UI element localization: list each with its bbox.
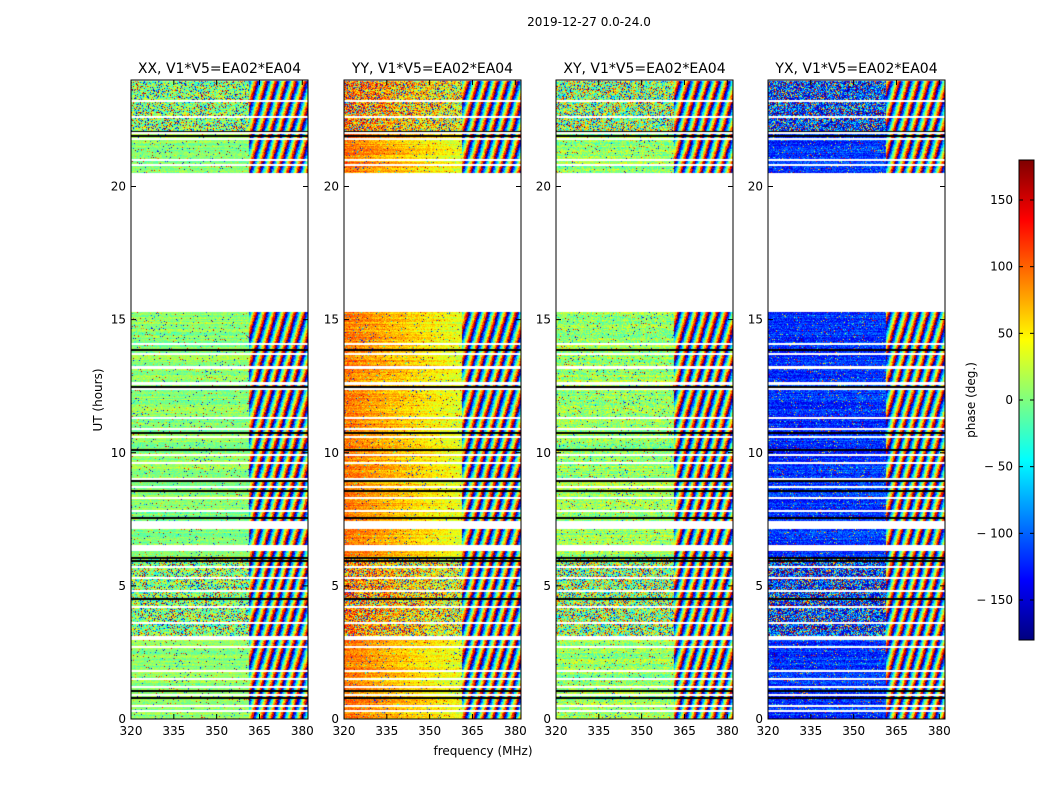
- panel-title: YY, V1*V5=EA02*EA04: [351, 61, 513, 77]
- x-tick-label: 350: [418, 724, 441, 738]
- figure-suptitle: 2019-12-27 0.0-24.0: [527, 15, 651, 29]
- x-tick-label: 350: [205, 724, 228, 738]
- x-tick-label: 380: [716, 724, 739, 738]
- y-tick-label: 5: [543, 579, 551, 593]
- panel-frame: [767, 79, 946, 720]
- panel-4: YX, V1*V5=EA02*EA04 320 335 350 365 380 0 5 10 15…: [748, 61, 951, 738]
- panel-title: XY, V1*V5=EA02*EA04: [563, 61, 725, 77]
- y-tick-label: 0: [543, 712, 551, 726]
- panel-heatmap: [556, 80, 733, 719]
- x-tick-label: 380: [291, 724, 314, 738]
- panel-frame: [555, 79, 734, 720]
- x-tick-label: 380: [928, 724, 951, 738]
- y-tick-label: 5: [755, 579, 763, 593]
- x-tick-label: 335: [162, 724, 185, 738]
- x-tick-label: 335: [375, 724, 398, 738]
- panel-heatmap: [131, 80, 308, 719]
- panel-3: XY, V1*V5=EA02*EA04 320 335 350 365 380 0 5 10 15…: [536, 61, 739, 738]
- y-tick-label: 15: [111, 313, 126, 327]
- colorbar-tick-label: 100: [990, 260, 1013, 274]
- colorbar-tick-label: 0: [1005, 393, 1013, 407]
- y-tick-label: 5: [118, 579, 126, 593]
- x-tick-label: 320: [120, 724, 143, 738]
- panel-frame: [343, 79, 522, 720]
- y-tick-label: 15: [536, 313, 551, 327]
- x-tick-label: 320: [333, 724, 356, 738]
- y-tick-label: 20: [324, 180, 339, 194]
- panel-title: YX, V1*V5=EA02*EA04: [774, 61, 937, 77]
- x-axis-label: frequency (MHz): [433, 744, 532, 758]
- x-tick-label: 320: [545, 724, 568, 738]
- colorbar-tick-label: 50: [998, 326, 1013, 340]
- y-tick-label: 15: [748, 313, 763, 327]
- colorbar-ticks: 150 100 50 0 − 50 − 100 − 150: [976, 193, 1034, 607]
- y-tick-label: 15: [324, 313, 339, 327]
- x-tick-label: 365: [248, 724, 271, 738]
- x-tick-label: 365: [673, 724, 696, 738]
- y-tick-label: 0: [755, 712, 763, 726]
- y-tick-label: 10: [748, 446, 763, 460]
- x-tick-label: 320: [757, 724, 780, 738]
- x-tick-label: 350: [630, 724, 653, 738]
- panel-heatmap: [344, 80, 521, 719]
- panel-title: XX, V1*V5=EA02*EA04: [138, 61, 301, 77]
- x-tick-label: 365: [461, 724, 484, 738]
- colorbar-tick-label: 150: [990, 193, 1013, 207]
- colorbar-tick-label: − 100: [976, 526, 1013, 540]
- x-tick-label: 335: [799, 724, 822, 738]
- y-tick-label: 5: [331, 579, 339, 593]
- panel-2: YY, V1*V5=EA02*EA04 320 335 350 365 380 0 5 10 15…: [324, 61, 527, 738]
- x-tick-label: 380: [504, 724, 527, 738]
- panels: XX, V1*V5=EA02*EA04 320 335 350 365 380 0 5 10 15…: [111, 61, 951, 738]
- x-tick-label: 335: [587, 724, 610, 738]
- y-tick-label: 10: [111, 446, 126, 460]
- colorbar-tick-label: − 150: [976, 593, 1013, 607]
- y-tick-label: 0: [118, 712, 126, 726]
- y-tick-label: 20: [536, 180, 551, 194]
- x-tick-label: 365: [885, 724, 908, 738]
- y-axis-label: UT (hours): [91, 368, 105, 431]
- y-tick-label: 10: [324, 446, 339, 460]
- panel-heatmap: [768, 80, 945, 719]
- colorbar-label: phase (deg.): [964, 362, 978, 438]
- y-tick-label: 10: [536, 446, 551, 460]
- panel-frame: [130, 79, 309, 720]
- y-tick-label: 0: [331, 712, 339, 726]
- colorbar-tick-label: − 50: [984, 460, 1013, 474]
- y-tick-label: 20: [748, 180, 763, 194]
- x-tick-label: 350: [842, 724, 865, 738]
- y-tick-label: 20: [111, 180, 126, 194]
- panel-1: XX, V1*V5=EA02*EA04 320 335 350 365 380 0 5 10 15…: [111, 61, 314, 738]
- colorbar: 150 100 50 0 − 50 − 100 − 150 phase (deg.): [964, 159, 1035, 641]
